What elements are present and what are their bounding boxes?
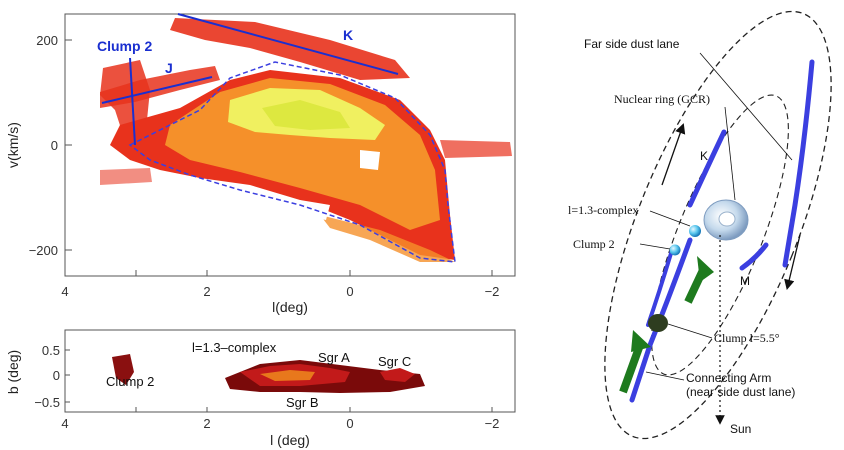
lane-k — [690, 132, 724, 205]
label-clump55: Clump l=5.5° — [714, 331, 780, 345]
label-near-side: (near side dust lane) — [686, 385, 795, 399]
label-clump2-top: Clump 2 — [97, 38, 152, 54]
leader-clump2 — [640, 244, 670, 249]
lb-diagram-panel: l=1.3–complex Sgr A Sgr C Sgr B Clump 2 … — [5, 330, 515, 448]
y-axis-label-bottom: b (deg) — [5, 350, 21, 394]
x-axis-label-top: l(deg) — [272, 299, 308, 315]
x-tick-neg2-top: −2 — [485, 284, 500, 299]
y-tick-200: 200 — [36, 33, 58, 48]
label-connecting-arm: Connecting Arm — [686, 371, 771, 385]
leader-connecting-arm — [646, 372, 684, 380]
b-tick-neg05: −0.5 — [34, 395, 60, 410]
emission-scattered-east — [440, 140, 512, 158]
label-clump2-bottom: Clump 2 — [106, 374, 154, 389]
label-sgr-b: Sgr B — [286, 395, 319, 410]
label-clump2-schematic: Clump 2 — [573, 237, 615, 251]
label-complex: l=1.3–complex — [192, 340, 277, 355]
leader-far-side — [700, 53, 792, 160]
leader-clump55 — [668, 324, 712, 338]
clump-5-5-blob — [648, 314, 668, 332]
x-tick-0-top: 0 — [346, 284, 353, 299]
label-complex-schematic: l=1.3-complex — [568, 203, 638, 217]
clump2-sphere — [670, 245, 681, 256]
clump-complex-sphere — [689, 225, 701, 237]
x-tick-neg2-bottom: −2 — [485, 416, 500, 431]
x-tick-4-bottom: 4 — [61, 416, 68, 431]
lv-diagram-panel: K J Clump 2 200 0 −200 4 2 0 −2 l(deg) v… — [5, 14, 515, 315]
y-tick-neg200: −200 — [29, 243, 58, 258]
label-k: K — [343, 27, 353, 43]
x-tick-2-top: 2 — [203, 284, 210, 299]
label-sgr-c: Sgr C — [378, 354, 411, 369]
green-arrow-upper — [688, 256, 714, 302]
flow-arrow-up — [662, 128, 682, 185]
label-sgr-a: Sgr A — [318, 350, 350, 365]
nuclear-ring-hole — [719, 212, 735, 226]
y-tick-0: 0 — [51, 138, 58, 153]
label-nuclear-ring: Nuclear ring (GCR) — [614, 92, 710, 106]
far-side-dust-lane — [785, 62, 812, 265]
label-m: M — [740, 274, 750, 288]
label-far-side: Far side dust lane — [584, 37, 680, 51]
leader-nuclear-ring — [725, 107, 735, 200]
bar-schematic: Far side dust lane Nuclear ring (GCR) K … — [558, 0, 844, 450]
label-k-schematic: K — [700, 149, 708, 163]
lane-m — [742, 245, 766, 268]
b-tick-05: 0.5 — [42, 343, 60, 358]
x-tick-4-top: 4 — [61, 284, 68, 299]
x-axis-label-bottom: l (deg) — [270, 432, 310, 448]
label-j: J — [165, 60, 173, 76]
b-tick-0: 0 — [53, 368, 60, 383]
x-tick-2-bottom: 2 — [203, 416, 210, 431]
emission-scattered-west — [100, 168, 152, 185]
label-sun: Sun — [730, 422, 751, 436]
x-tick-0-bottom: 0 — [346, 416, 353, 431]
y-axis-label-top: v(km/s) — [5, 122, 21, 168]
